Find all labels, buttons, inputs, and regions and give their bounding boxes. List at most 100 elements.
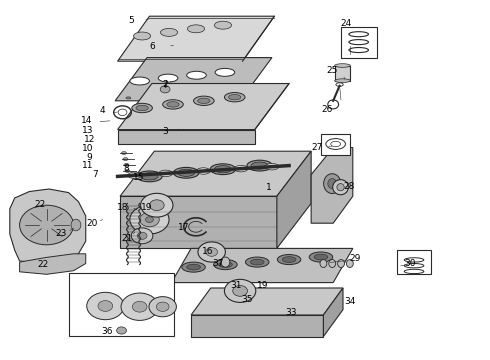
Ellipse shape xyxy=(167,102,179,107)
Ellipse shape xyxy=(282,257,296,262)
Circle shape xyxy=(20,205,74,245)
Text: 11: 11 xyxy=(81,161,93,170)
Text: 3: 3 xyxy=(163,127,169,136)
Bar xyxy=(69,273,174,336)
Ellipse shape xyxy=(215,68,235,76)
Text: 14: 14 xyxy=(81,116,93,125)
Text: 30: 30 xyxy=(404,259,416,268)
Ellipse shape xyxy=(219,262,232,267)
Text: 22: 22 xyxy=(35,200,46,209)
Circle shape xyxy=(117,327,126,334)
Ellipse shape xyxy=(187,71,206,79)
Ellipse shape xyxy=(228,94,241,100)
Ellipse shape xyxy=(309,252,333,262)
Ellipse shape xyxy=(130,77,149,85)
Ellipse shape xyxy=(335,79,350,82)
Circle shape xyxy=(206,248,218,256)
Text: 36: 36 xyxy=(101,328,113,336)
Ellipse shape xyxy=(159,170,172,177)
Polygon shape xyxy=(323,288,343,337)
Text: 5: 5 xyxy=(128,16,134,25)
Ellipse shape xyxy=(175,93,180,95)
Ellipse shape xyxy=(122,152,126,154)
Text: 13: 13 xyxy=(82,126,94,135)
Text: 8: 8 xyxy=(123,164,129,173)
Ellipse shape xyxy=(328,179,337,189)
Ellipse shape xyxy=(187,264,200,270)
Ellipse shape xyxy=(247,160,272,171)
Ellipse shape xyxy=(126,97,131,99)
Ellipse shape xyxy=(128,172,142,179)
Circle shape xyxy=(224,279,256,302)
Bar xyxy=(335,66,350,81)
Circle shape xyxy=(130,205,169,234)
Ellipse shape xyxy=(123,158,128,161)
Ellipse shape xyxy=(141,173,158,180)
Text: 23: 23 xyxy=(55,229,67,238)
Circle shape xyxy=(233,285,247,296)
Text: 29: 29 xyxy=(349,254,361,263)
Text: 16: 16 xyxy=(202,247,214,256)
Circle shape xyxy=(132,301,147,312)
Circle shape xyxy=(140,212,159,227)
Text: 1: 1 xyxy=(266,184,271,192)
Polygon shape xyxy=(172,248,353,283)
Text: 35: 35 xyxy=(241,295,253,304)
Ellipse shape xyxy=(215,21,231,29)
Text: 22: 22 xyxy=(38,260,49,269)
Ellipse shape xyxy=(133,32,150,40)
Text: 19: 19 xyxy=(141,203,153,212)
Ellipse shape xyxy=(136,105,148,111)
Text: 7: 7 xyxy=(93,170,98,179)
Text: 33: 33 xyxy=(285,308,297,317)
Ellipse shape xyxy=(132,103,152,113)
Polygon shape xyxy=(115,58,272,101)
Ellipse shape xyxy=(224,93,245,102)
Ellipse shape xyxy=(346,260,353,267)
Ellipse shape xyxy=(335,64,350,67)
Text: 26: 26 xyxy=(321,105,333,114)
Ellipse shape xyxy=(250,259,264,265)
Bar xyxy=(397,250,431,274)
Polygon shape xyxy=(118,130,255,144)
Ellipse shape xyxy=(125,170,130,172)
Ellipse shape xyxy=(338,260,344,267)
Text: 31: 31 xyxy=(230,281,242,290)
Text: 18: 18 xyxy=(117,203,128,212)
Text: 10: 10 xyxy=(81,144,93,153)
Ellipse shape xyxy=(337,184,344,191)
Ellipse shape xyxy=(161,28,177,36)
Polygon shape xyxy=(20,254,86,274)
Ellipse shape xyxy=(137,171,162,182)
Ellipse shape xyxy=(214,260,237,270)
Ellipse shape xyxy=(215,166,231,173)
Ellipse shape xyxy=(224,88,229,90)
Text: 17: 17 xyxy=(178,223,190,233)
Text: 12: 12 xyxy=(83,135,95,144)
Bar xyxy=(341,27,377,58)
Ellipse shape xyxy=(314,254,328,260)
Text: 21: 21 xyxy=(122,234,133,243)
Text: 15: 15 xyxy=(133,174,145,182)
Ellipse shape xyxy=(163,100,183,109)
Circle shape xyxy=(198,242,225,262)
Ellipse shape xyxy=(320,260,327,267)
Polygon shape xyxy=(118,16,274,61)
Circle shape xyxy=(98,301,113,311)
Circle shape xyxy=(156,302,169,311)
Polygon shape xyxy=(120,196,277,248)
Text: 24: 24 xyxy=(341,18,351,27)
Circle shape xyxy=(131,228,153,244)
Ellipse shape xyxy=(329,260,336,267)
Ellipse shape xyxy=(265,163,279,170)
Bar xyxy=(321,134,350,155)
Polygon shape xyxy=(120,151,311,196)
Circle shape xyxy=(121,293,158,320)
Ellipse shape xyxy=(324,174,341,194)
Text: 2: 2 xyxy=(163,80,169,89)
Circle shape xyxy=(141,193,173,217)
Ellipse shape xyxy=(234,165,248,172)
Ellipse shape xyxy=(182,262,205,272)
Ellipse shape xyxy=(210,164,236,175)
Polygon shape xyxy=(277,151,311,248)
